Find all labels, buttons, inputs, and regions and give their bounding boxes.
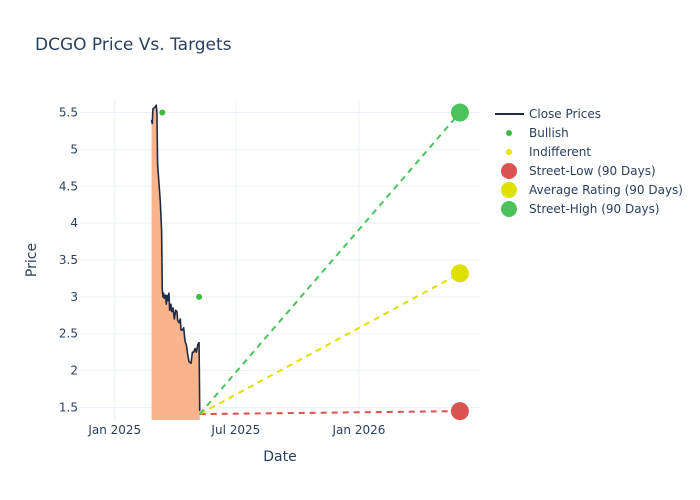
legend-label-close-prices: Close Prices (529, 107, 601, 121)
target-marker-street-low (450, 402, 469, 421)
y-tick-label: 5.5 (59, 106, 78, 120)
legend-item-bullish[interactable]: Bullish (506, 126, 569, 140)
rating-marker-bullish (159, 109, 166, 116)
rating-marker-bullish (196, 293, 203, 300)
x-axis-title: Date (263, 449, 296, 465)
target-marker-street-high (450, 103, 469, 122)
legend-marker-indifferent (506, 149, 512, 155)
plot-area (150, 103, 469, 421)
legend-item-street-high[interactable]: Street-High (90 Days) (501, 201, 660, 217)
y-tick-label: 4 (70, 216, 78, 230)
y-tick-label: 1.5 (59, 400, 78, 414)
y-tick-label: 3 (70, 290, 78, 304)
target-line-average-rating (199, 272, 461, 415)
legend-marker-bullish (506, 130, 512, 136)
y-tick-label: 3.5 (59, 253, 78, 267)
legend-label-average-rating: Average Rating (90 Days) (529, 183, 683, 197)
close-price-area (151, 105, 200, 421)
legend[interactable]: Close Prices Bullish Indifferent Street-… (495, 107, 683, 217)
chart-title: DCGO Price Vs. Targets (35, 35, 232, 55)
close-price-line (150, 104, 201, 412)
y-tick-label: 5 (70, 142, 78, 156)
target-line-street-high (198, 111, 461, 415)
legend-label-bullish: Bullish (529, 126, 569, 140)
y-tick-label: 2.5 (59, 327, 78, 341)
legend-label-street-high: Street-High (90 Days) (529, 202, 660, 216)
legend-label-street-low: Street-Low (90 Days) (529, 164, 656, 178)
legend-label-indifferent: Indifferent (529, 145, 591, 159)
legend-item-street-low[interactable]: Street-Low (90 Days) (501, 163, 656, 179)
x-tick-label: Jul 2025 (210, 423, 260, 437)
axes: 1.5 2 2.5 3 3.5 4 4.5 5 5.5 Jan 2025 Jul 2025 Jan 2… (59, 106, 385, 437)
target-marker-average-rating (450, 264, 469, 283)
y-tick-label: 2 (70, 364, 78, 378)
legend-marker-average-rating (501, 182, 517, 198)
y-tick-label: 4.5 (59, 179, 78, 193)
x-tick-label: Jan 2025 (87, 423, 141, 437)
x-tick-label: Jan 2026 (332, 423, 386, 437)
legend-item-average-rating[interactable]: Average Rating (90 Days) (501, 182, 683, 198)
legend-marker-street-low (501, 163, 517, 179)
legend-item-close-prices[interactable]: Close Prices (495, 107, 601, 121)
legend-item-indifferent[interactable]: Indifferent (506, 145, 591, 159)
legend-marker-street-high (501, 201, 517, 217)
y-axis-title: Price (24, 243, 40, 277)
